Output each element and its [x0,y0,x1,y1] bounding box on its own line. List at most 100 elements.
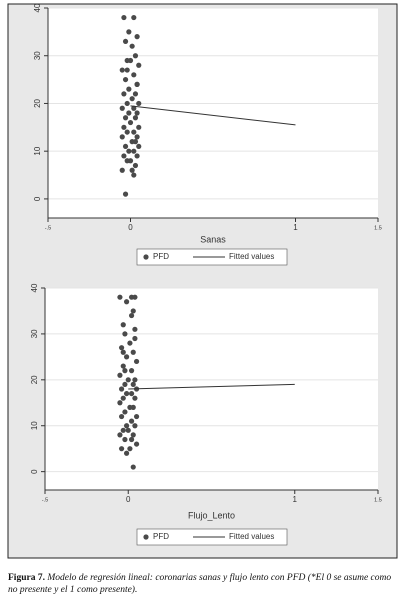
legend-label: PFD [153,252,169,261]
point [128,390,135,397]
point [117,372,123,378]
x-tick-label: 0 [126,495,131,504]
point [132,115,139,121]
y-tick-label: 10 [33,146,42,155]
point [119,134,125,140]
point [120,322,126,328]
point [134,81,140,87]
point [133,413,140,420]
point [128,368,135,374]
point [125,377,131,383]
point [132,162,139,169]
legend-label: PFD [153,532,169,541]
point [117,400,123,406]
y-tick-label: 10 [30,421,39,430]
point [133,358,140,365]
point [131,72,137,78]
point [122,191,129,197]
y-tick-label: 20 [33,98,42,107]
x-tick-label: 1.5 [374,497,382,503]
point [122,409,128,415]
point [118,345,125,351]
point [136,100,142,107]
point [122,436,128,443]
point [121,91,127,97]
point [132,335,138,342]
x-tick-label: -.5 [45,225,51,231]
fitted-line [130,105,296,126]
y-tick-label: 0 [30,469,39,474]
point [132,377,138,383]
point [129,96,135,102]
point [133,441,140,447]
point [122,143,129,150]
point [123,299,130,305]
point [117,294,123,300]
point [129,167,135,173]
point [127,119,134,126]
legend-label: Fitted values [229,532,274,541]
point [123,354,130,360]
point [127,340,133,346]
y-tick-label: 30 [33,51,42,60]
point [125,427,131,433]
point [126,110,132,116]
x-tick-label: 1 [293,223,298,232]
caption: Figura 7. Modelo de regresión lineal: co… [8,572,398,596]
point [121,14,127,21]
point [132,91,139,97]
point [131,14,137,21]
caption-text: Modelo de regresión lineal: coronarias s… [8,573,392,595]
point [131,172,137,178]
point [126,148,132,154]
point [118,386,125,392]
point [124,67,130,73]
point [120,427,126,433]
point [126,86,132,92]
fitted-line [128,383,295,390]
point [123,390,130,397]
point [132,326,138,332]
point [132,395,138,401]
point [130,308,136,314]
point [132,294,138,300]
point [122,76,129,83]
point [130,381,136,388]
point [131,129,137,135]
point [127,57,134,64]
legend-label: Fitted values [229,252,274,261]
point [123,423,130,429]
point [132,53,139,59]
point [119,105,125,111]
point [121,124,127,130]
point [126,29,132,35]
x-tick-label: 0 [128,223,133,232]
point [130,432,136,438]
legend-dot [143,254,149,260]
legend-dot [143,534,149,540]
point [121,153,127,159]
point [136,124,142,130]
point [136,62,142,68]
x-tick-label: 1 [293,495,298,504]
point [134,134,140,140]
point [131,105,137,111]
y-tick-label: 20 [30,375,39,384]
point [120,349,126,355]
point [134,34,140,40]
point [118,413,125,420]
y-tick-label: 40 [33,3,42,12]
point [122,368,128,374]
point [128,436,135,443]
y-tick-label: 30 [30,329,39,338]
point [119,167,125,173]
point [132,423,138,429]
point [123,450,130,456]
point [124,100,130,107]
point [136,143,142,150]
point [122,381,128,388]
point [130,404,136,410]
plot-area [48,8,378,218]
